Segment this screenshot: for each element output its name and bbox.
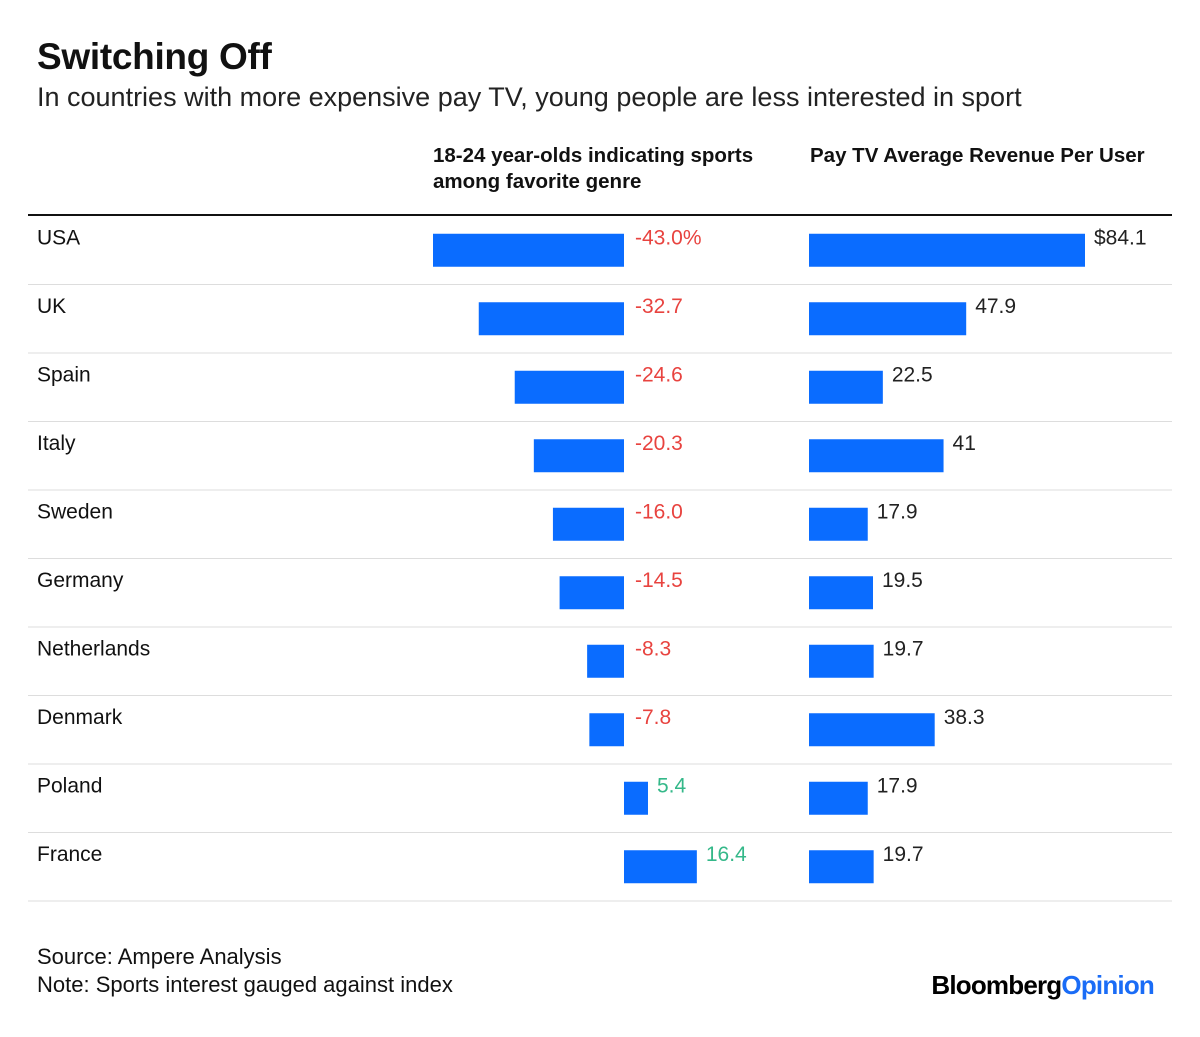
sports-interest-value-label: -7.8 <box>635 706 671 729</box>
arpu-bar <box>809 507 868 541</box>
logo-bloomberg: Bloomberg <box>931 970 1062 1000</box>
arpu-bar <box>809 713 935 747</box>
sports-interest-value-label: -43.0% <box>635 226 702 249</box>
arpu-value-label: 17.9 <box>877 500 918 523</box>
arpu-bar <box>809 644 874 678</box>
sports-interest-value-label: -24.6 <box>635 363 683 386</box>
sports-interest-value-label: 5.4 <box>657 774 687 797</box>
arpu-bar <box>809 439 944 473</box>
logo-opinion: Opinion <box>1061 970 1154 1000</box>
sports-interest-value-label: 16.4 <box>706 843 747 866</box>
category-label: Denmark <box>37 706 123 729</box>
sports-interest-bar <box>514 370 624 404</box>
category-label: Sweden <box>37 500 113 523</box>
sports-interest-value-label: -20.3 <box>635 432 683 455</box>
sports-interest-bar <box>559 576 624 610</box>
sports-interest-bar <box>433 233 624 267</box>
arpu-value-label: 47.9 <box>975 295 1016 318</box>
sports-interest-value-label: -32.7 <box>635 295 683 318</box>
bloomberg-opinion-logo: BloombergOpinion <box>931 970 1154 1001</box>
sports-interest-bar <box>533 439 624 473</box>
arpu-bar <box>809 233 1085 267</box>
category-label: Italy <box>37 432 76 455</box>
arpu-bar <box>809 850 874 884</box>
sports-interest-bar <box>552 507 624 541</box>
arpu-bar <box>809 576 873 610</box>
arpu-value-label: 17.9 <box>877 774 918 797</box>
sports-interest-value-label: -16.0 <box>635 500 683 523</box>
sports-interest-bar <box>624 850 697 884</box>
sports-interest-value-label: -14.5 <box>635 569 683 592</box>
arpu-bar <box>809 370 883 404</box>
chart-title: Switching Off <box>37 36 272 77</box>
sports-interest-bar <box>587 644 624 678</box>
source-note: Source: Ampere Analysis <box>37 944 282 969</box>
arpu-value-label: 19.7 <box>883 843 924 866</box>
arpu-value-label: 22.5 <box>892 363 933 386</box>
category-label: Spain <box>37 363 91 386</box>
category-label: Poland <box>37 774 102 797</box>
sports-interest-bar <box>589 713 624 747</box>
methodology-note: Note: Sports interest gauged against ind… <box>37 972 453 997</box>
category-label: UK <box>37 295 66 318</box>
category-label: France <box>37 843 102 866</box>
sports-interest-bar <box>478 302 624 336</box>
header-rule <box>28 214 1172 216</box>
arpu-value-label: 38.3 <box>944 706 985 729</box>
category-label: USA <box>37 226 80 249</box>
category-label: Germany <box>37 569 124 592</box>
arpu-value-label: 19.5 <box>882 569 923 592</box>
sports-interest-bar <box>624 781 648 815</box>
column-header-sports-interest: 18-24 year-olds indicating sports among … <box>433 144 754 193</box>
arpu-bar <box>809 302 967 336</box>
arpu-value-label: 19.7 <box>883 637 924 660</box>
sports-interest-value-label: -8.3 <box>635 637 671 660</box>
arpu-bar <box>809 781 868 815</box>
category-label: Netherlands <box>37 637 150 660</box>
arpu-value-label: $84.1 <box>1094 226 1147 249</box>
arpu-value-label: 41 <box>953 432 976 455</box>
chart-subtitle: In countries with more expensive pay TV,… <box>37 82 1022 112</box>
column-header-arpu: Pay TV Average Revenue Per User <box>810 144 1145 167</box>
